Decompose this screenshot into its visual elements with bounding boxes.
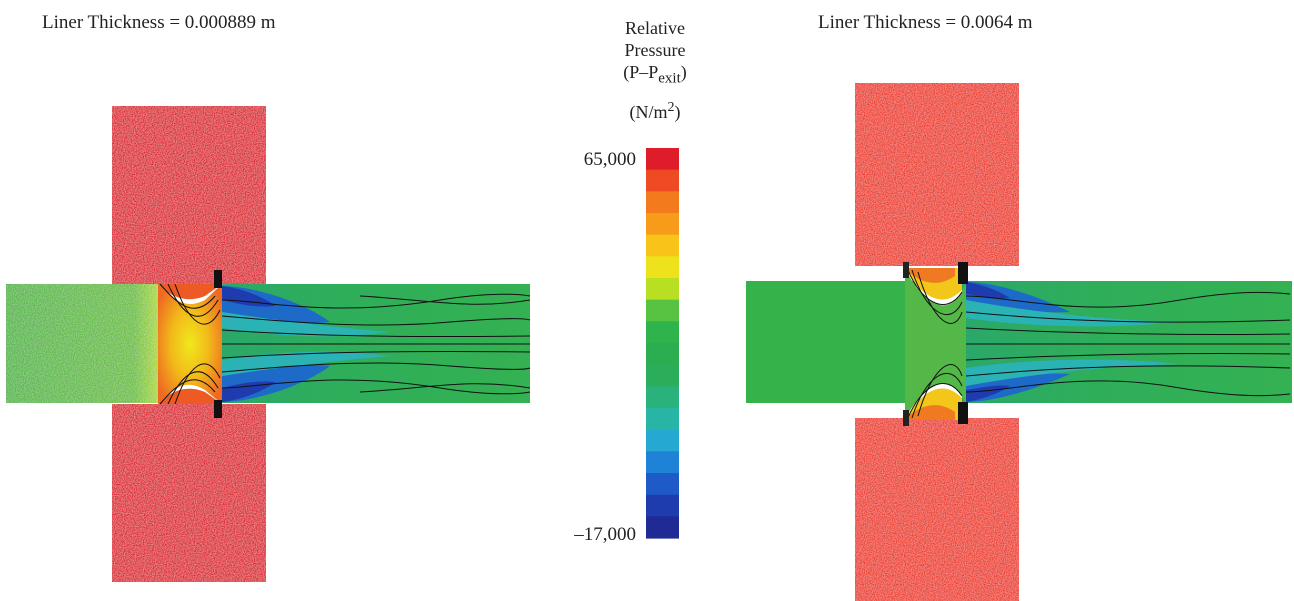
- right-upper-vortex-core: [966, 282, 1010, 299]
- left-liner-lower: [214, 400, 222, 418]
- colorbar-level: [646, 256, 679, 279]
- pressure-colorbar: [646, 148, 679, 539]
- left-upstream-channel: [6, 284, 166, 403]
- colorbar-level: [646, 494, 679, 517]
- colorbar-level: [646, 516, 679, 539]
- left-throat-region: [158, 284, 222, 404]
- right-liner-upper-left: [903, 262, 909, 278]
- left-lower-cyan-band: [222, 351, 390, 376]
- right-throat-region: [905, 268, 966, 420]
- left-contour-lines: [159, 283, 531, 405]
- left-upper-red-block: [112, 106, 266, 286]
- formula-main: (P–P: [623, 62, 659, 82]
- colorbar-label-line1: Relative: [625, 18, 685, 38]
- right-liner-upper: [958, 262, 968, 284]
- unit-main: (N/m: [629, 102, 668, 122]
- colorbar-min-label: –17,000: [574, 524, 636, 545]
- right-lower-red-block: [855, 418, 1019, 601]
- left-contour-plot: [6, 106, 531, 582]
- right-panel-title: Liner Thickness = 0.0064 m: [818, 12, 1033, 33]
- right-upper-red-block: [855, 83, 1019, 266]
- right-throat-lower-orange: [905, 405, 955, 420]
- colorbar-level: [646, 364, 679, 387]
- colorbar-level: [646, 408, 679, 431]
- colorbar-max-label: 65,000: [583, 149, 636, 170]
- colorbar-level: [646, 299, 679, 322]
- right-throat-upper-orange: [905, 268, 955, 283]
- left-lower-vortex-core: [222, 381, 276, 402]
- colorbar-level: [646, 343, 679, 366]
- colorbar-level: [646, 429, 679, 452]
- colorbar-level: [646, 451, 679, 474]
- colorbar-level: [646, 234, 679, 257]
- colorbar-formula: (P–Pexit): [610, 62, 700, 88]
- left-upper-cyan-band: [222, 312, 390, 337]
- unit-close: ): [674, 102, 681, 122]
- left-lower-red-block: [112, 404, 266, 582]
- colorbar-level: [646, 386, 679, 409]
- colorbar-level: [646, 191, 679, 214]
- colorbar-unit: (N/m2): [610, 100, 700, 123]
- left-upper-vortex-core: [222, 286, 276, 307]
- formula-close: ): [680, 62, 687, 82]
- formula-subscript: exit: [658, 70, 681, 87]
- colorbar-label-line2: Pressure: [624, 40, 686, 60]
- right-contour-plot: [746, 83, 1292, 601]
- colorbar-level: [646, 321, 679, 344]
- colorbar-level: [646, 473, 679, 496]
- colorbar-level: [646, 169, 679, 192]
- left-panel-title: Liner Thickness = 0.000889 m: [42, 12, 276, 33]
- unit-superscript: 2: [667, 100, 675, 115]
- colorbar-level: [646, 148, 679, 171]
- right-liner-lower: [958, 402, 968, 424]
- colorbar-level: [646, 213, 679, 236]
- left-liner-upper: [214, 270, 222, 288]
- right-upper-cyan-band: [966, 300, 1180, 327]
- right-liner-lower-left: [903, 410, 909, 426]
- colorbar-level: [646, 278, 679, 301]
- right-contour-lines: [907, 269, 1291, 419]
- right-upstream-channel: [746, 281, 916, 403]
